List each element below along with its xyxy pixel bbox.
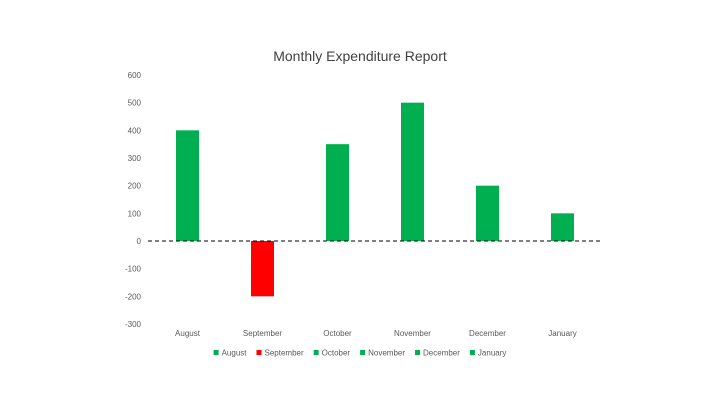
legend-label: September [265, 349, 304, 358]
x-axis-tick-labels: August September October November December Ja… [175, 329, 577, 338]
y-tick-label: 100 [128, 209, 142, 218]
bar-january [551, 213, 574, 241]
legend-label: October [322, 349, 351, 358]
x-tick-label: September [243, 329, 282, 338]
legend-label: December [423, 349, 460, 358]
x-tick-label: October [323, 329, 352, 338]
y-tick-label: -100 [125, 265, 142, 274]
legend-swatch [469, 350, 475, 355]
y-tick-label: 300 [128, 154, 142, 163]
legend-swatch [313, 350, 319, 355]
bar-december [476, 185, 499, 241]
chart-title: Monthly Expenditure Report [273, 48, 447, 64]
bar-october [326, 144, 349, 241]
legend-label: November [368, 349, 405, 358]
legend-item: November [360, 349, 405, 358]
x-tick-label: December [469, 329, 506, 338]
legend-swatch [213, 350, 219, 355]
bar-september [251, 241, 274, 297]
y-tick-label: 500 [128, 99, 142, 108]
legend-swatch [360, 350, 366, 355]
bar-november [401, 102, 424, 242]
y-tick-label: 600 [128, 71, 142, 80]
legend-swatch [256, 350, 262, 355]
y-tick-label: -200 [125, 292, 142, 301]
bar-august [176, 130, 199, 241]
legend-swatch [415, 350, 421, 355]
legend-item: October [313, 349, 351, 358]
y-tick-label: 400 [128, 126, 142, 135]
y-tick-label: 0 [137, 237, 142, 246]
x-tick-label: November [394, 329, 431, 338]
legend: August September October November December Ja… [213, 349, 506, 358]
legend-item: August [213, 349, 248, 358]
y-axis-tick-labels: 600 500 400 300 200 100 0 -100 -200 -300 [125, 71, 142, 329]
y-tick-label: 200 [128, 182, 142, 191]
y-tick-label: -300 [125, 320, 142, 329]
legend-label: January [478, 349, 506, 358]
bars-group [176, 102, 574, 297]
legend-item: December [415, 349, 460, 358]
legend-label: August [222, 349, 248, 358]
legend-item: September [256, 349, 304, 358]
x-tick-label: January [548, 329, 576, 338]
legend-item: January [469, 349, 506, 358]
x-tick-label: August [175, 329, 201, 338]
